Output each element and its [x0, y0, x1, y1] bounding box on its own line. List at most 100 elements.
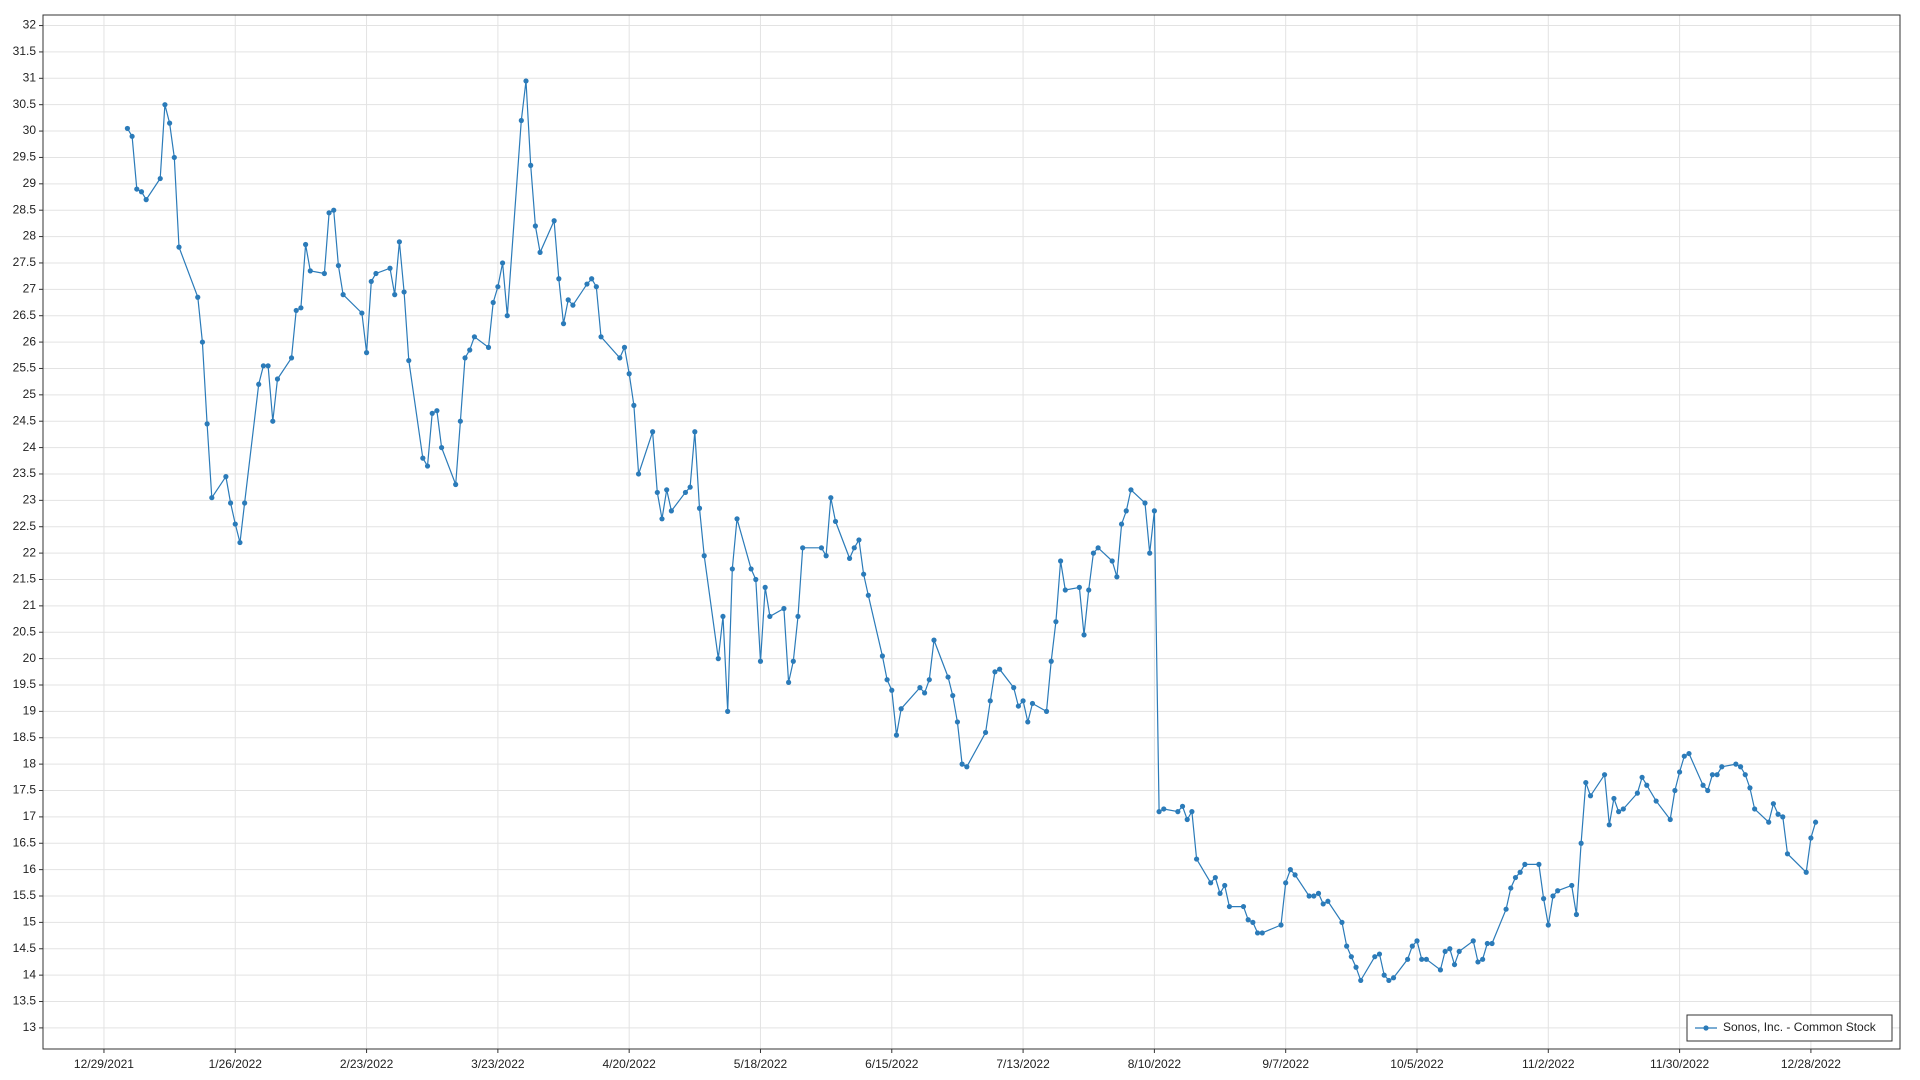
- data-point: [434, 408, 440, 414]
- y-tick-label: 17: [23, 809, 37, 823]
- data-point: [195, 294, 201, 300]
- y-tick-label: 29.5: [13, 150, 37, 164]
- data-point: [762, 584, 768, 590]
- data-point: [823, 553, 829, 559]
- data-point: [1315, 890, 1322, 896]
- data-point: [387, 265, 393, 271]
- data-point: [1179, 803, 1186, 809]
- y-tick-label: 25: [23, 387, 37, 401]
- data-point: [621, 344, 628, 350]
- data-point: [171, 154, 177, 161]
- x-tick-label: 7/13/2022: [996, 1057, 1050, 1071]
- y-tick-label: 30: [23, 123, 37, 137]
- data-point: [134, 186, 140, 192]
- data-point: [1803, 869, 1809, 875]
- data-point: [1283, 880, 1289, 886]
- data-point: [1536, 861, 1542, 867]
- data-point: [359, 310, 365, 316]
- data-point: [1086, 587, 1092, 593]
- data-point: [1522, 861, 1528, 867]
- data-point: [889, 687, 895, 693]
- data-point: [373, 270, 379, 277]
- data-point: [1184, 816, 1190, 823]
- data-point: [959, 761, 965, 767]
- data-point: [1376, 951, 1383, 957]
- data-point: [1240, 903, 1247, 910]
- plot-frame: [42, 14, 1901, 1050]
- y-tick-label: 26: [23, 334, 37, 348]
- data-point: [1048, 658, 1054, 664]
- data-point: [898, 706, 904, 712]
- data-point: [265, 363, 271, 369]
- y-tick-label: 29: [23, 176, 37, 190]
- data-point: [884, 677, 890, 683]
- data-point: [893, 732, 900, 738]
- data-point: [551, 218, 557, 224]
- data-point: [987, 698, 993, 704]
- data-point: [1278, 922, 1284, 928]
- y-tick-label: 13: [23, 1020, 37, 1034]
- data-point: [392, 292, 398, 298]
- data-point: [800, 545, 806, 551]
- data-point: [518, 117, 524, 124]
- data-point: [537, 249, 543, 255]
- data-point: [1212, 874, 1218, 881]
- y-tick-label: 26.5: [13, 308, 37, 322]
- data-point: [1320, 901, 1326, 907]
- data-point: [368, 278, 374, 285]
- data-point: [954, 719, 961, 725]
- data-point: [1653, 798, 1659, 804]
- data-point: [1193, 856, 1200, 862]
- data-point: [598, 334, 604, 340]
- x-tick-label: 4/20/2022: [602, 1057, 656, 1071]
- data-point: [1676, 769, 1683, 775]
- data-point: [682, 489, 689, 496]
- data-point: [1259, 930, 1265, 936]
- data-point: [1161, 806, 1167, 812]
- data-point: [1029, 700, 1036, 707]
- x-tick-label: 9/7/2022: [1262, 1057, 1309, 1071]
- data-point: [167, 120, 173, 126]
- data-point: [856, 537, 862, 543]
- data-point: [1620, 806, 1626, 812]
- x-tick-label: 2/23/2022: [340, 1057, 394, 1071]
- data-point: [143, 197, 149, 203]
- data-point: [1151, 508, 1157, 514]
- data-point: [1578, 840, 1584, 846]
- data-point: [331, 207, 337, 213]
- data-point: [917, 685, 923, 691]
- data-point: [340, 292, 346, 298]
- data-point: [1292, 872, 1298, 878]
- data-point: [1808, 835, 1814, 841]
- data-point: [790, 658, 796, 664]
- data-point: [1405, 956, 1411, 962]
- y-tick-label: 27: [23, 281, 37, 295]
- data-point: [1541, 896, 1547, 902]
- data-point: [1667, 816, 1673, 823]
- data-point: [499, 260, 506, 266]
- data-point: [1175, 809, 1181, 815]
- x-tick-label: 5/18/2022: [734, 1057, 788, 1071]
- data-point: [424, 463, 431, 469]
- data-point: [396, 239, 402, 245]
- data-point: [1372, 954, 1378, 960]
- data-point: [1451, 961, 1458, 968]
- y-tick-label: 27.5: [13, 255, 37, 269]
- data-point: [1550, 893, 1556, 899]
- data-point: [1015, 703, 1021, 709]
- legend-box: [1686, 1014, 1893, 1042]
- y-tick-label: 19: [23, 704, 37, 718]
- data-point: [1784, 851, 1791, 857]
- data-point: [1503, 906, 1509, 912]
- data-point: [945, 674, 951, 680]
- data-point: [1250, 919, 1256, 925]
- data-point: [209, 495, 215, 501]
- x-tick-label: 10/5/2022: [1390, 1057, 1444, 1071]
- data-point: [1644, 782, 1650, 788]
- data-point: [1090, 550, 1097, 556]
- data-point: [1611, 795, 1617, 802]
- data-point: [851, 545, 857, 551]
- data-point: [729, 566, 735, 572]
